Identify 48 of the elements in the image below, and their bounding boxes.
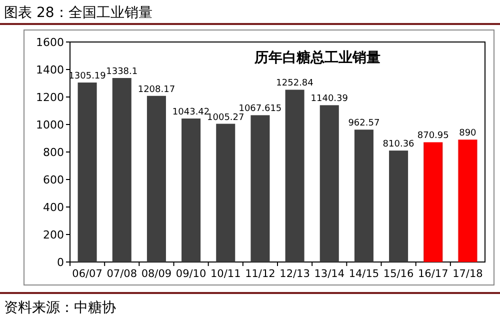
bar — [78, 82, 97, 262]
data-label: 1067.615 — [238, 104, 282, 114]
x-tick-label: 16/17 — [418, 268, 448, 280]
bar — [354, 130, 374, 262]
bar — [424, 142, 443, 262]
x-tick-label: 09/10 — [176, 268, 206, 280]
x-tick-label: 14/15 — [348, 268, 380, 280]
x-tick-label: 11/12 — [245, 268, 276, 280]
bar — [112, 78, 132, 262]
x-tick-label: 10/11 — [210, 268, 241, 280]
data-label: 1338.1 — [106, 67, 138, 78]
x-tick-label: 15/16 — [383, 268, 414, 280]
bar — [320, 105, 339, 262]
x-tick-label: 08/09 — [141, 268, 172, 280]
text: 历年白糖总工业销量 — [254, 49, 380, 66]
y-tick-label: 1200 — [36, 91, 64, 104]
y-tick-label: 1600 — [36, 36, 64, 49]
bar — [285, 90, 304, 262]
bar — [146, 96, 166, 262]
x-tick-label: 13/14 — [314, 268, 345, 280]
data-label: 1252.84 — [276, 78, 314, 89]
y-tick-label: 800 — [43, 146, 64, 159]
data-label: 1043.42 — [172, 108, 210, 118]
data-label: 810.36 — [382, 140, 415, 150]
bar — [250, 115, 270, 262]
data-label: 890 — [459, 128, 477, 139]
data-label: 1005.27 — [207, 112, 244, 123]
data-label: 962.57 — [348, 118, 380, 129]
data-label: 1140.39 — [310, 94, 348, 104]
chart-title: 图表 28：全国工业销量 — [4, 5, 152, 21]
y-tick-label: 400 — [43, 201, 64, 214]
y-tick-label: 1400 — [36, 64, 64, 76]
y-tick-label: 200 — [43, 228, 64, 242]
text: 资料来源：中糖协 — [4, 300, 116, 316]
y-tick-label: 600 — [43, 174, 64, 186]
data-label: 1208.17 — [138, 84, 176, 95]
data-label: 870.95 — [417, 131, 449, 142]
bar — [389, 150, 408, 262]
x-tick-label: 17/18 — [452, 268, 483, 280]
x-tick-label: 12/13 — [280, 268, 310, 280]
x-tick-label: 07/08 — [106, 268, 138, 280]
bar — [216, 124, 236, 262]
bar — [182, 118, 201, 262]
y-tick-label: 0 — [57, 256, 64, 269]
x-tick-label: 06/07 — [72, 268, 102, 280]
y-tick-label: 1000 — [36, 118, 64, 132]
bar — [458, 140, 478, 262]
data-label: 1305.19 — [68, 72, 106, 82]
